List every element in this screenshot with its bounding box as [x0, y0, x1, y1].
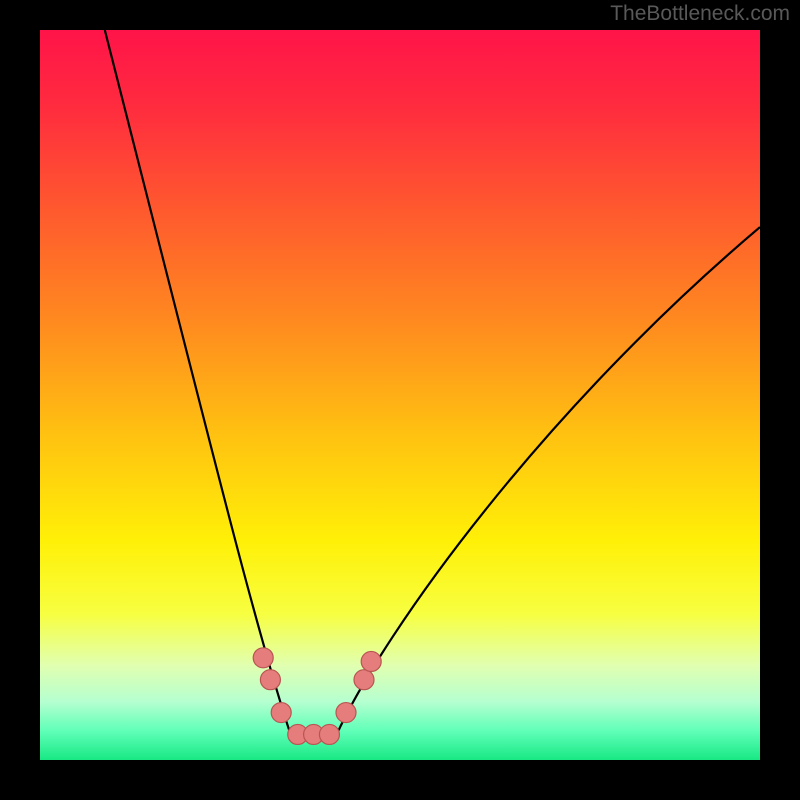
curve-marker: [260, 670, 280, 690]
watermark-text: TheBottleneck.com: [610, 2, 790, 26]
curve-layer: [40, 30, 760, 760]
chart-container: TheBottleneck.com: [0, 0, 800, 800]
curve-marker: [354, 670, 374, 690]
plot-area: [40, 30, 760, 760]
marker-group: [253, 648, 381, 745]
curve-marker: [319, 724, 339, 744]
curve-marker: [336, 703, 356, 723]
curve-marker: [271, 703, 291, 723]
curve-marker: [253, 648, 273, 668]
bottleneck-curve: [105, 30, 760, 734]
curve-marker: [361, 651, 381, 671]
